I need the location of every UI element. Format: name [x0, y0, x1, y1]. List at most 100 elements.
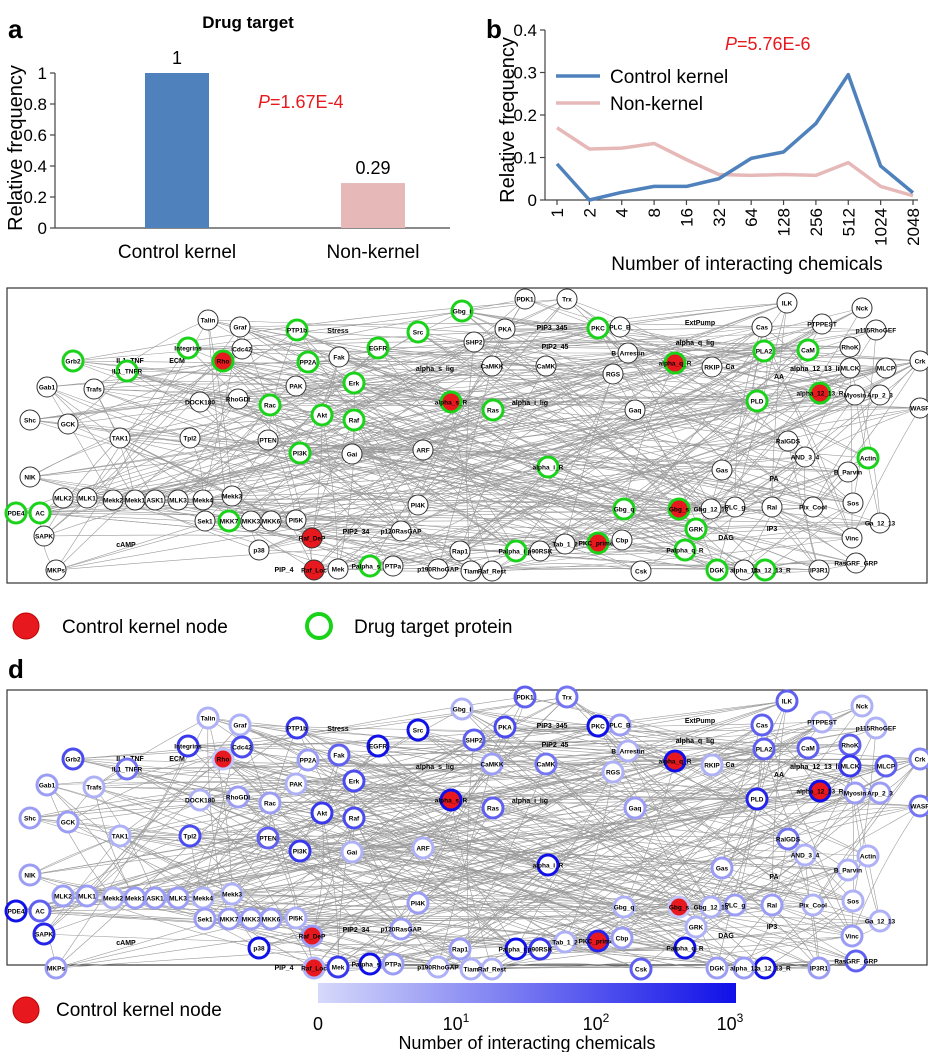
- edge: [55, 920, 881, 969]
- network-node-label: SHP2: [466, 340, 483, 347]
- network-node-label: Raf_DeP: [299, 536, 326, 543]
- edge: [338, 356, 814, 508]
- network-node-label: Shc: [24, 816, 36, 823]
- network-node-label: Sos: [847, 899, 859, 906]
- network-node: [711, 459, 733, 481]
- edge: [46, 784, 114, 899]
- network-node: [839, 357, 861, 379]
- edge: [228, 347, 379, 522]
- network-node: [874, 754, 898, 778]
- network-node-label: Nck: [856, 306, 868, 313]
- scale-tick-exp-3: 3: [737, 1011, 744, 1025]
- edge: [437, 748, 765, 968]
- network-node-label: PAK: [289, 384, 303, 391]
- edge: [295, 385, 623, 541]
- network-plain-label: AA: [774, 772, 784, 779]
- edge: [207, 319, 233, 497]
- network-node: [226, 785, 250, 809]
- edge: [716, 394, 856, 571]
- network-node: [35, 773, 59, 797]
- network-node-label: Tab_1_2: [552, 542, 578, 549]
- network-node: [612, 497, 636, 521]
- network-node-label: CaM: [801, 746, 815, 753]
- network-node: [776, 827, 800, 851]
- edge: [93, 388, 419, 506]
- network-node: [167, 489, 189, 511]
- edge: [189, 373, 614, 439]
- network-node-label: Grb2: [65, 359, 81, 366]
- network-node: [52, 487, 74, 509]
- network-node-label: MKK6: [262, 519, 281, 526]
- network-node-label: Crk: [915, 757, 926, 764]
- network-node-label: Raf_Rest: [478, 569, 507, 576]
- network-node-label: Gaq: [629, 408, 642, 415]
- network-node-label: alpha_12: [730, 966, 758, 973]
- network-node: [366, 734, 390, 758]
- network-node-label: MKK3: [242, 519, 261, 526]
- network-node-label: NIK: [24, 475, 36, 482]
- network-node-label: B_Arrestin: [611, 749, 644, 756]
- edge: [189, 834, 424, 849]
- network-node: [36, 376, 58, 398]
- network-node-label: Mekk2: [103, 498, 123, 505]
- network-node: [427, 558, 449, 580]
- network-node: [285, 716, 309, 740]
- network-node-label: EGFR: [369, 346, 387, 353]
- network-node: [231, 338, 253, 360]
- network-node-label: PLC_g: [725, 903, 746, 910]
- edge: [199, 799, 857, 962]
- network-node: [794, 446, 816, 468]
- network-node-label: Grb2: [65, 757, 81, 764]
- network-node-label: RhoK: [841, 743, 859, 750]
- network-node: [909, 397, 928, 419]
- edge: [46, 700, 788, 786]
- network-node: [493, 715, 517, 739]
- edge: [86, 745, 189, 897]
- network-node-label: Integrins: [174, 744, 202, 751]
- edge: [239, 724, 820, 969]
- network-node: [624, 399, 646, 421]
- edge: [239, 326, 765, 352]
- network-node: [358, 554, 382, 578]
- scale-tick-10-2: 102: [583, 1011, 610, 1034]
- network-c: StressEGFIL1_TNFECMExtPumpCaAAPADAGIP3cA…: [4, 288, 928, 582]
- network-plain-label: PA: [769, 874, 778, 881]
- network-node: [808, 559, 830, 581]
- network-node: [840, 924, 864, 948]
- chart-a-pvalue: P=1.67E-4: [258, 92, 344, 112]
- edge: [55, 398, 239, 571]
- edge: [461, 708, 680, 908]
- network-node-label: GCK: [61, 422, 76, 429]
- network-node: [553, 930, 577, 954]
- network-node: [608, 713, 632, 737]
- network-node: [586, 316, 610, 340]
- network-node-label: Raf_Rest: [478, 967, 507, 974]
- panel-label-b: b: [486, 14, 502, 44]
- network-node: [109, 427, 131, 449]
- network-node-label: Ras: [487, 806, 499, 813]
- chart-b-series-line: [555, 72, 915, 202]
- network-node: [699, 895, 723, 919]
- network-node: [528, 937, 552, 961]
- network-plain-label: alpha_q_lig: [676, 340, 715, 347]
- edge: [269, 796, 758, 804]
- network-node: [776, 292, 798, 314]
- edge: [353, 817, 814, 906]
- network-node: [586, 714, 610, 738]
- network-node: [220, 882, 244, 906]
- network-node-label: SAPK: [35, 534, 53, 541]
- edge: [258, 407, 921, 551]
- edge: [678, 349, 809, 510]
- network-node-label: Gai: [347, 850, 358, 857]
- chart-b-ylabel: Relative frequency: [497, 37, 519, 203]
- network-node-label: alpha_s_R: [435, 400, 468, 407]
- network-node: [623, 796, 647, 820]
- chart-b-xtick-label: 2048: [904, 208, 923, 246]
- network-node-label: Gas: [716, 866, 729, 873]
- network-node-label: Rap1: [452, 549, 468, 556]
- network-node-label: PI5K: [289, 518, 304, 525]
- network-node: [810, 710, 834, 734]
- network-node: [221, 485, 243, 507]
- chart-b-ytick-label: 0.3: [513, 64, 537, 83]
- edge: [119, 835, 849, 871]
